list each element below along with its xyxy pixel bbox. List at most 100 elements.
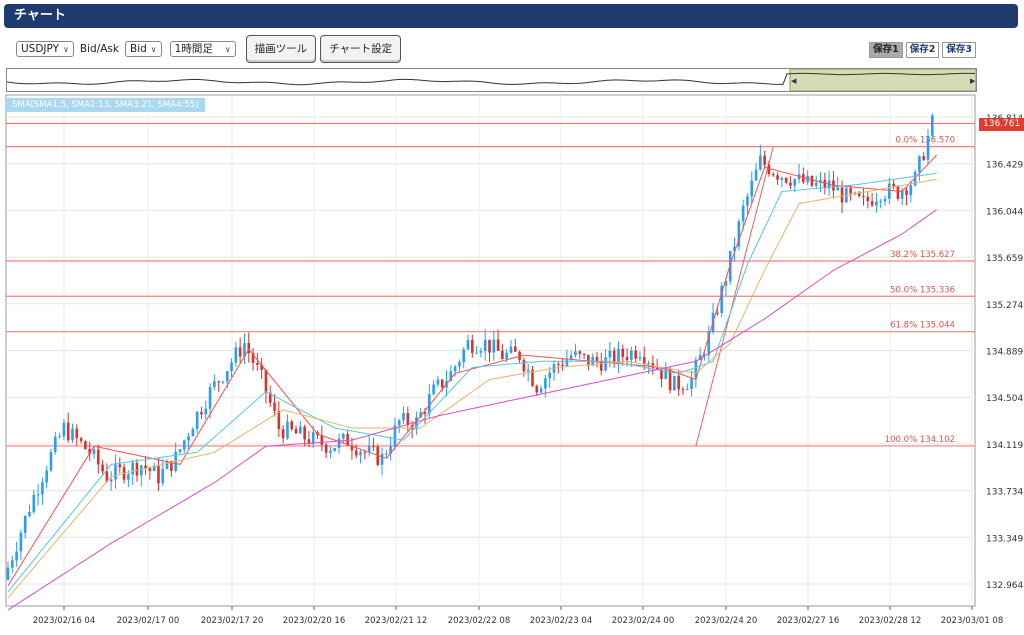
fibonacci-label: 61.8% 135.044 [890, 321, 955, 331]
candle-body [763, 155, 766, 165]
navigator-left-handle-icon[interactable]: ◀ [791, 77, 797, 85]
candle-body [720, 285, 723, 314]
candle-body [875, 201, 878, 206]
y-tick-label: 136.429 [986, 161, 1023, 171]
candle-body [320, 435, 324, 445]
candle-body [359, 452, 362, 456]
candle-body [127, 474, 130, 480]
x-tick-label: 2023/02/24 20 [695, 616, 758, 626]
navigator-right-handle-icon[interactable]: ▶ [970, 77, 976, 85]
candle-body [741, 205, 745, 222]
candle-body [857, 192, 861, 197]
candle-body [36, 494, 40, 496]
candle-body [608, 350, 612, 358]
candle-body [905, 190, 908, 196]
candle-body [148, 468, 152, 472]
candle-body [53, 436, 57, 452]
candle-body [767, 164, 771, 175]
candle-body [423, 412, 427, 414]
candle-body [630, 350, 633, 361]
price-chart[interactable]: 132.964 133.349 133.734 134.119 134.504 134.8… [0, 94, 1024, 632]
candle-body [363, 452, 367, 454]
x-tick-label: 2023/02/17 00 [117, 616, 180, 626]
candle-body [311, 432, 315, 444]
navigator-selection[interactable] [789, 68, 977, 92]
candle-body [634, 350, 637, 359]
candle-body [505, 352, 508, 359]
sma-legend: SMA(SMA1:5, SMA2:13, SMA3:21, SMA4:55) [6, 98, 205, 112]
candle-body [733, 246, 736, 251]
chart-settings-button[interactable]: チャート設定 [320, 35, 402, 63]
sma-line-4 [7, 209, 937, 611]
save-buttons: 保存1 保存2 保存3 [869, 42, 976, 58]
candle-body [539, 388, 543, 393]
candle-body [273, 402, 276, 412]
candle-body [840, 187, 844, 203]
candle-body [41, 482, 44, 495]
fibonacci-trend-line [695, 146, 774, 447]
candle-body [513, 346, 517, 352]
candle-body [23, 515, 27, 533]
chart-toolbar: USDJPY ∨ Bid/Ask Bid ∨ 1時間足 ∨ 描画ツール チャート… [16, 34, 402, 64]
candle-body [754, 169, 758, 181]
current-price-tag: 136.761 [979, 118, 1024, 131]
candle-body [475, 352, 478, 354]
draw-tools-button[interactable]: 描画ツール [245, 35, 317, 63]
candle-body [204, 408, 208, 415]
candle-body [931, 115, 934, 136]
candle-body [213, 381, 216, 387]
candle-body [251, 353, 255, 363]
candle-body [759, 155, 762, 170]
candle-body [440, 379, 444, 388]
candle-body [776, 175, 779, 180]
candle-body [45, 470, 48, 483]
candle-body [191, 428, 195, 437]
candle-body [303, 426, 306, 440]
candle-body [406, 412, 410, 426]
interval-select[interactable]: 1時間足 ∨ [169, 41, 236, 57]
bidask-select[interactable]: Bid ∨ [124, 41, 162, 57]
range-navigator[interactable]: ◀ ▶ [6, 68, 977, 92]
chevron-down-icon: ∨ [224, 44, 231, 54]
candle-body [789, 182, 792, 186]
candle-body [75, 428, 79, 439]
candle-body [604, 357, 607, 371]
candle-body [802, 174, 805, 183]
candle-body [896, 186, 900, 199]
symbol-select[interactable]: USDJPY ∨ [16, 41, 74, 57]
candle-body [337, 438, 341, 448]
sma-line-3 [7, 178, 937, 599]
candle-body [668, 369, 672, 391]
candle-body [161, 468, 165, 484]
candle-body [531, 369, 534, 386]
x-tick-label: 2023/03/01 08 [941, 616, 1004, 626]
candle-body [922, 156, 926, 160]
candle-body [492, 339, 496, 353]
x-tick-label: 2023/02/17 20 [201, 616, 264, 626]
chevron-down-icon: ∨ [150, 44, 157, 54]
candle-body [888, 183, 891, 199]
candle-body [883, 198, 887, 202]
candle-body [488, 339, 491, 353]
save-slot-2-button[interactable]: 保存2 [905, 42, 940, 58]
candle-body [432, 384, 435, 395]
candle-body [256, 362, 259, 365]
candle-body [217, 381, 220, 383]
candle-body [681, 389, 685, 391]
candle-body [909, 185, 913, 196]
candle-body [152, 465, 156, 472]
candle-body [595, 356, 599, 362]
save-slot-1-button[interactable]: 保存1 [869, 42, 903, 58]
candle-body [389, 446, 392, 454]
candle-body [264, 369, 268, 393]
y-tick-label: 132.964 [986, 581, 1023, 591]
candle-body [453, 366, 457, 372]
candle-body [28, 511, 31, 516]
candle-body [866, 196, 870, 202]
candle-body [913, 172, 917, 186]
candle-body [544, 378, 547, 389]
candle-body [509, 346, 513, 353]
save-slot-3-button[interactable]: 保存3 [942, 42, 976, 58]
candle-body [806, 175, 809, 183]
candle-body [698, 355, 702, 361]
